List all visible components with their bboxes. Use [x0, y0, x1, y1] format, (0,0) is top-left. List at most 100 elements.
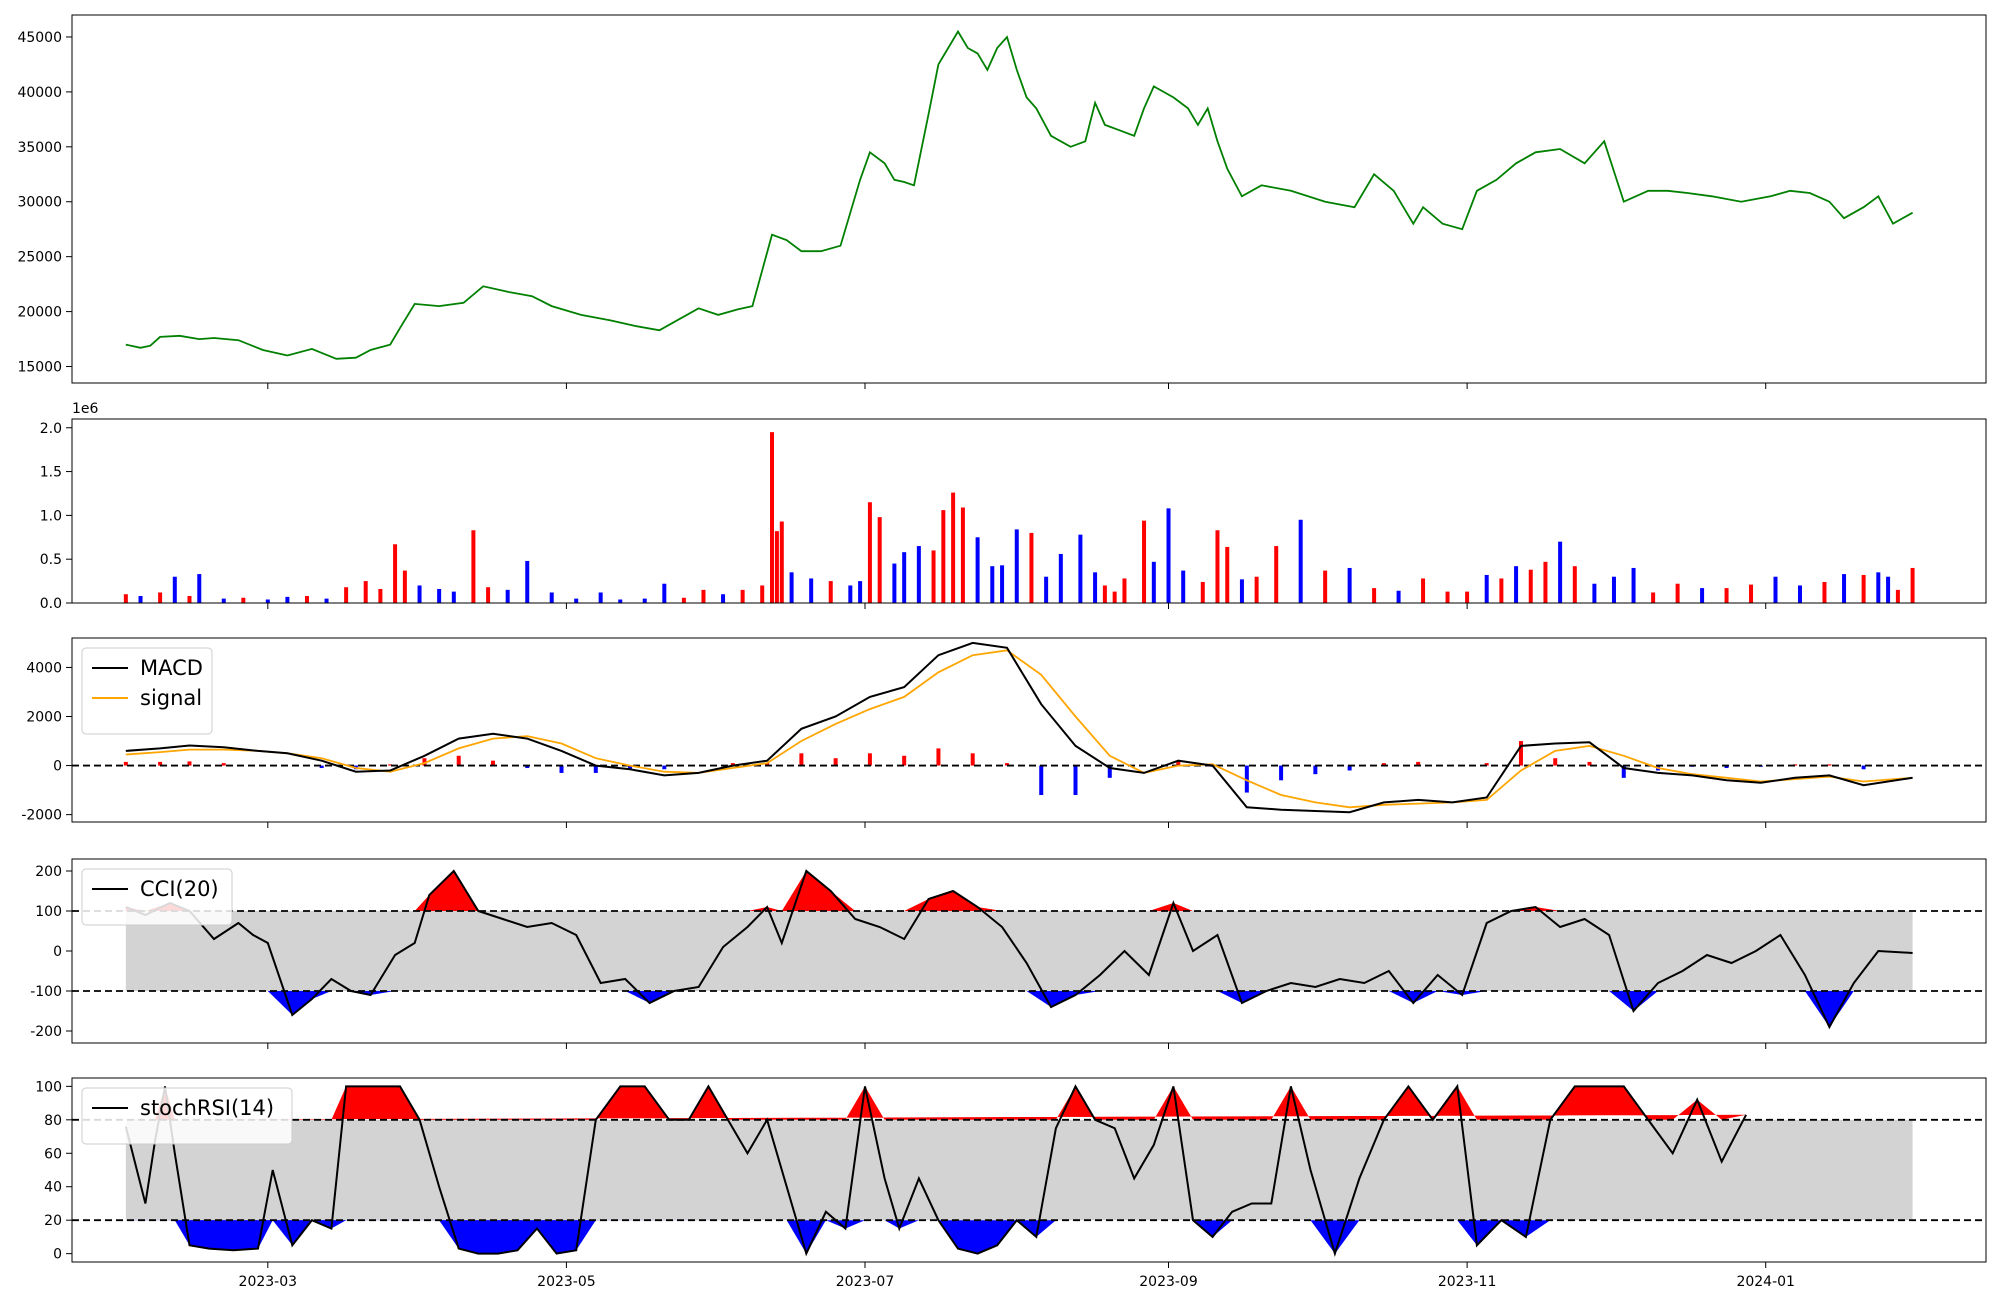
macd-histogram-bar	[593, 765, 598, 773]
volume-bar	[1225, 546, 1230, 603]
volume-bar	[848, 585, 853, 603]
volume-bar	[1323, 570, 1328, 603]
macd-histogram-bar	[936, 748, 941, 766]
macd-histogram-bar	[1176, 760, 1181, 766]
volume-bar	[1102, 585, 1107, 603]
volume-bar	[1298, 519, 1303, 603]
macd-histogram-bar	[1313, 765, 1318, 775]
macd-histogram-bar	[1107, 765, 1112, 778]
macd-ytick-label: 0	[53, 759, 62, 775]
cci-ytick-label: 0	[53, 944, 62, 960]
volume-bar	[265, 599, 270, 603]
volume-ytick-label: 2.0	[40, 421, 62, 437]
volume-bar	[285, 596, 290, 603]
volume-bar	[1910, 567, 1915, 603]
macd-histogram-bar	[1484, 763, 1489, 766]
volume-bar	[1514, 566, 1519, 603]
cci-ytick-label: -200	[30, 1024, 62, 1040]
macd-histogram-bar	[1621, 765, 1626, 778]
macd-histogram-bar	[628, 765, 633, 770]
volume-bar	[867, 502, 872, 603]
volume-bar	[618, 599, 623, 603]
volume-bar	[960, 507, 965, 603]
volume-bar	[344, 587, 349, 603]
volume-bar	[158, 592, 163, 603]
volume-bar	[1749, 584, 1754, 603]
macd-histogram-bar	[730, 763, 735, 766]
stochrsi-ytick-label: 60	[44, 1146, 62, 1162]
xtick-label: 2023-05	[537, 1274, 596, 1290]
volume-bar	[701, 589, 706, 603]
volume-bar	[451, 591, 456, 603]
volume-bar	[1572, 566, 1577, 603]
xtick-label: 2023-09	[1139, 1274, 1198, 1290]
volume-bar	[471, 530, 476, 603]
volume-bar	[1631, 567, 1636, 603]
macd-legend	[81, 647, 213, 735]
volume-bar	[1611, 576, 1616, 603]
volume-ytick-label: 0.5	[40, 552, 62, 568]
cci-legend-label: CCI(20)	[140, 877, 219, 901]
volume-bar	[324, 598, 329, 603]
volume-ytick-label: 1.5	[40, 465, 62, 481]
volume-bar	[931, 550, 936, 603]
macd-histogram-bar	[1827, 764, 1832, 766]
stochrsi-ytick-label: 0	[53, 1247, 62, 1263]
volume-bar	[740, 589, 745, 603]
volume-bar	[1861, 574, 1866, 603]
volume-bar	[549, 592, 554, 603]
macd-histogram-bar	[1039, 765, 1044, 796]
stochrsi-oversold-fill	[125, 1220, 1747, 1254]
macd-histogram-bar	[970, 753, 975, 766]
price-ytick-label: 35000	[17, 140, 62, 156]
macd-histogram-bar	[765, 763, 770, 766]
macd-histogram-bar	[1279, 765, 1284, 781]
volume-bar	[951, 492, 956, 603]
volume-bar	[1484, 574, 1489, 603]
price-ytick-label: 20000	[17, 305, 62, 321]
volume-bar	[363, 581, 368, 603]
macd-histogram-bar	[388, 764, 393, 766]
volume-bar	[417, 585, 422, 603]
stochrsi-legend-label: stochRSI(14)	[140, 1096, 274, 1120]
volume-bar	[1200, 581, 1205, 603]
volume-bar	[1122, 578, 1127, 603]
macd-histogram-bar	[799, 753, 804, 766]
volume-bar	[1465, 591, 1470, 603]
volume-bar	[1058, 553, 1063, 603]
volume-bar	[828, 581, 833, 603]
volume-bar	[1274, 546, 1279, 603]
volume-bar	[172, 576, 177, 603]
macd-ytick-label: 2000	[26, 710, 62, 726]
price-ytick-label: 40000	[17, 85, 62, 101]
stochrsi-panel-frame	[71, 1077, 1987, 1263]
volume-bar	[304, 595, 309, 603]
macd-histogram-bar	[833, 758, 838, 766]
price-ytick-label: 25000	[17, 250, 62, 266]
macd-ytick-label: 4000	[26, 660, 62, 676]
macd-histogram-bar	[1518, 741, 1523, 766]
volume-bar	[789, 572, 794, 603]
volume-bar	[187, 595, 192, 603]
stochrsi-band	[125, 1119, 1913, 1221]
volume-bar	[197, 574, 202, 603]
stochrsi-line	[124, 1083, 1747, 1257]
volume-bar	[1592, 583, 1597, 603]
xtick-label: 2024-01	[1736, 1274, 1795, 1290]
macd-histogram-bar	[221, 763, 226, 766]
macd-histogram-bar	[319, 765, 324, 769]
volume-bar	[437, 588, 442, 603]
volume-bar	[1215, 530, 1220, 603]
volume-bar	[1347, 567, 1352, 603]
macd-histogram-bar	[123, 761, 128, 766]
price-panel-frame	[71, 14, 1987, 384]
volume-bar	[809, 578, 814, 603]
stochrsi-ytick-label: 100	[35, 1079, 62, 1095]
volume-ytick-label: 0.0	[40, 596, 62, 612]
macd-histogram-bar	[187, 761, 192, 766]
macd-histogram-bar	[1416, 761, 1421, 766]
volume-bar	[1112, 591, 1117, 603]
volume-bar	[902, 552, 907, 603]
volume-bar	[1445, 591, 1450, 603]
